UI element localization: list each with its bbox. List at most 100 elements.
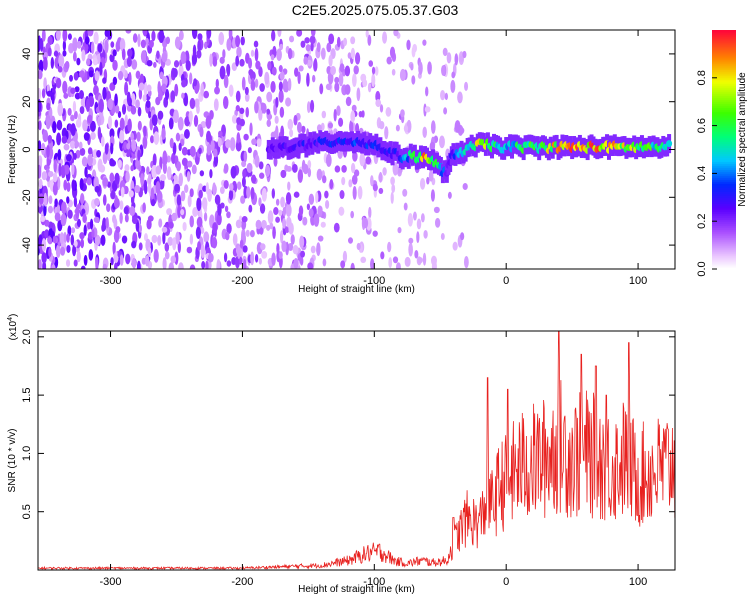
noise-speckle [69, 74, 73, 82]
noise-speckle [375, 99, 382, 108]
x-tick-label: 100 [629, 275, 647, 287]
noise-speckle [212, 56, 218, 67]
noise-speckle [132, 33, 138, 43]
noise-speckle [283, 80, 290, 93]
colorbar-segment [712, 63, 736, 67]
noise-speckle [168, 117, 174, 130]
noise-speckle [459, 55, 464, 62]
noise-speckle [305, 44, 311, 52]
noise-speckle [339, 63, 345, 73]
noise-speckle [46, 84, 50, 93]
noise-speckle [57, 148, 62, 161]
colorbar-segment [712, 149, 736, 152]
noise-speckle [241, 216, 248, 223]
noise-speckle [178, 30, 184, 41]
noise-speckle [150, 198, 156, 207]
noise-speckle [38, 259, 42, 269]
noise-speckle [207, 252, 214, 263]
noise-speckle [60, 246, 66, 256]
noise-speckle [96, 150, 102, 158]
noise-speckle [294, 67, 299, 77]
noise-speckle [155, 181, 161, 195]
noise-speckle [46, 144, 50, 158]
noise-speckle [66, 181, 71, 193]
noise-speckle [189, 145, 196, 157]
noise-speckle [151, 30, 156, 42]
colorbar-segment [712, 235, 736, 238]
noise-speckle [238, 256, 243, 265]
noise-speckle [446, 52, 452, 64]
noise-speckle [63, 179, 68, 191]
noise-speckle [189, 215, 194, 228]
noise-speckle [80, 238, 85, 249]
noise-speckle [316, 42, 321, 53]
noise-speckle [350, 47, 356, 60]
noise-speckle [293, 258, 299, 269]
noise-speckle [79, 70, 85, 78]
colorbar-segment [712, 223, 736, 226]
noise-speckle [239, 107, 245, 115]
noise-speckle [70, 227, 76, 234]
noise-speckle [218, 130, 223, 137]
noise-speckle [440, 90, 446, 101]
noise-speckle [352, 186, 357, 200]
noise-speckle [46, 160, 51, 167]
noise-speckle [54, 198, 58, 208]
noise-speckle [275, 198, 280, 206]
noise-speckle [63, 164, 70, 175]
noise-speckle [70, 87, 76, 94]
noise-speckle [177, 204, 182, 218]
noise-speckle [156, 50, 160, 60]
noise-speckle [55, 77, 62, 89]
noise-speckle [310, 42, 314, 52]
noise-speckle [380, 251, 385, 260]
noise-speckle [313, 213, 320, 227]
noise-speckle [180, 51, 187, 64]
noise-speckle [143, 82, 148, 97]
noise-speckle [254, 101, 259, 114]
noise-speckle [130, 93, 136, 106]
noise-speckle [47, 35, 53, 46]
noise-speckle [167, 236, 174, 246]
noise-speckle [126, 56, 132, 68]
noise-speckle [38, 99, 42, 113]
noise-speckle [155, 96, 161, 106]
noise-speckle [259, 83, 265, 92]
noise-speckle [73, 259, 78, 267]
noise-speckle [172, 237, 177, 251]
colorbar-segment [712, 43, 736, 47]
colorbar-segment [712, 109, 736, 113]
noise-speckle [250, 251, 255, 266]
colorbar-segment [712, 147, 736, 150]
noise-speckle [66, 233, 70, 243]
noise-speckle [157, 81, 161, 95]
colorbar-segment [712, 201, 736, 204]
noise-speckle [310, 99, 315, 113]
noise-speckle [234, 256, 240, 269]
noise-speckle [73, 72, 79, 81]
noise-speckle [189, 72, 193, 85]
noise-speckle [131, 216, 138, 225]
noise-speckle [54, 212, 61, 222]
noise-speckle [83, 254, 88, 266]
noise-speckle [184, 116, 191, 127]
noise-speckle [325, 199, 330, 209]
noise-speckle [422, 252, 427, 266]
noise-speckle [444, 92, 449, 101]
y-tick-label: 1.5 [21, 387, 33, 402]
noise-speckle [287, 78, 292, 91]
noise-speckle [58, 162, 62, 177]
colorbar-segment [712, 65, 736, 69]
noise-speckle [342, 250, 348, 263]
noise-speckle [229, 183, 234, 191]
noise-speckle [245, 229, 250, 237]
noise-speckle [87, 153, 93, 167]
noise-speckle [60, 213, 67, 227]
noise-speckle [104, 39, 109, 54]
noise-speckle [102, 263, 107, 269]
noise-speckle [454, 53, 459, 66]
colorbar-segment [712, 189, 736, 192]
noise-speckle [463, 256, 469, 269]
noise-speckle [266, 119, 272, 127]
